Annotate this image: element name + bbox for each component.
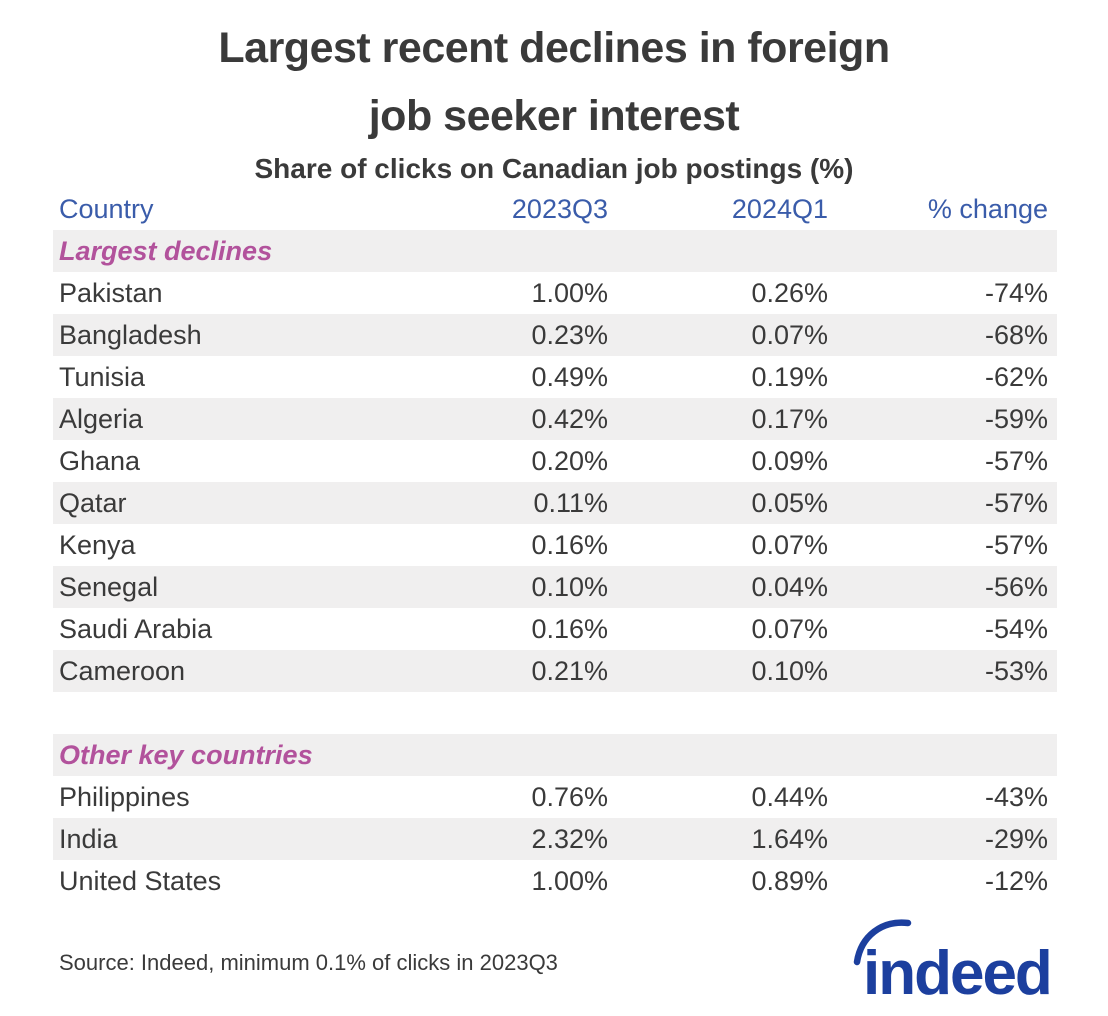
- cell-2024q1: 0.17%: [751, 403, 828, 434]
- cell-pct-change: -56%: [984, 571, 1048, 602]
- declines-table: Country 2023Q3 2024Q1 % change Largest d…: [53, 188, 1057, 902]
- section-row-other-key-countries: Other key countries: [53, 734, 1057, 776]
- cell-country: Algeria: [59, 403, 144, 434]
- cell-country: Tunisia: [59, 361, 146, 392]
- row-qatar: Qatar 0.11% 0.05% -57%: [53, 482, 1057, 524]
- cell-2023q3: 0.20%: [531, 445, 608, 476]
- cell-country: Kenya: [59, 529, 136, 560]
- logo-wordmark: indeed: [863, 939, 1051, 1008]
- table-header: Country 2023Q3 2024Q1 % change: [53, 188, 1057, 230]
- row-united-states: United States 1.00% 0.89% -12%: [53, 860, 1057, 902]
- cell-country: Ghana: [59, 445, 141, 476]
- cell-2024q1: 0.07%: [751, 319, 828, 350]
- cell-2024q1: 0.19%: [751, 361, 828, 392]
- row-saudi-arabia: Saudi Arabia 0.16% 0.07% -54%: [53, 608, 1057, 650]
- cell-pct-change: -57%: [984, 487, 1048, 518]
- row-kenya: Kenya 0.16% 0.07% -57%: [53, 524, 1057, 566]
- cell-country: Pakistan: [59, 277, 163, 308]
- title-line-2: job seeker interest: [368, 92, 740, 140]
- cell-country: India: [59, 823, 118, 854]
- cell-2023q3: 1.00%: [531, 865, 608, 896]
- cell-2024q1: 0.07%: [751, 613, 828, 644]
- column-header-2023q3: 2023Q3: [511, 193, 608, 224]
- cell-country: Philippines: [59, 781, 190, 812]
- cell-2023q3: 0.10%: [531, 571, 608, 602]
- section-row-largest-declines: Largest declines: [53, 230, 1057, 272]
- figure-title: Largest recent declines in foreign job s…: [0, 14, 1108, 150]
- row-senegal: Senegal 0.10% 0.04% -56%: [53, 566, 1057, 608]
- indeed-logo: indeed: [852, 910, 1053, 1008]
- column-header-country: Country: [59, 193, 154, 224]
- logo-arc: [853, 919, 912, 966]
- cell-2023q3: 0.16%: [531, 529, 608, 560]
- cell-2023q3: 0.23%: [531, 319, 608, 350]
- cell-country: United States: [59, 865, 222, 896]
- cell-2024q1: 0.09%: [751, 445, 828, 476]
- cell-pct-change: -59%: [984, 403, 1048, 434]
- column-header-pct-change: % change: [927, 193, 1048, 224]
- column-header-2024q1: 2024Q1: [731, 193, 828, 224]
- cell-pct-change: -62%: [984, 361, 1048, 392]
- cell-pct-change: -57%: [984, 445, 1048, 476]
- cell-2024q1: 0.07%: [751, 529, 828, 560]
- cell-2023q3: 0.49%: [531, 361, 608, 392]
- spacer-row: [53, 692, 1057, 734]
- row-tunisia: Tunisia 0.49% 0.19% -62%: [53, 356, 1057, 398]
- indeed-logo-svg: indeed: [853, 919, 1053, 1008]
- cell-2023q3: 0.11%: [533, 487, 608, 518]
- cell-2023q3: 0.76%: [531, 781, 608, 812]
- cell-2024q1: 0.89%: [751, 865, 828, 896]
- cell-pct-change: -53%: [984, 655, 1048, 686]
- cell-pct-change: -54%: [984, 613, 1048, 644]
- cell-2024q1: 0.44%: [751, 781, 828, 812]
- row-bangladesh: Bangladesh 0.23% 0.07% -68%: [53, 314, 1057, 356]
- table-body: Largest declines Pakistan 1.00% 0.26% -7…: [53, 230, 1057, 902]
- cell-pct-change: -74%: [984, 277, 1048, 308]
- figure-subtitle: Share of clicks on Canadian job postings…: [254, 153, 854, 184]
- row-india: India 2.32% 1.64% -29%: [53, 818, 1057, 860]
- cell-pct-change: -68%: [984, 319, 1048, 350]
- section-label: Largest declines: [59, 235, 273, 266]
- cell-2023q3: 0.42%: [531, 403, 608, 434]
- cell-pct-change: -29%: [984, 823, 1048, 854]
- row-pakistan: Pakistan 1.00% 0.26% -74%: [53, 272, 1057, 314]
- cell-pct-change: -12%: [984, 865, 1048, 896]
- cell-2023q3: 1.00%: [531, 277, 608, 308]
- cell-2024q1: 0.10%: [751, 655, 828, 686]
- header-row: Country 2023Q3 2024Q1 % change: [53, 188, 1057, 230]
- cell-country: Bangladesh: [59, 319, 202, 350]
- cell-2023q3: 2.32%: [531, 823, 608, 854]
- cell-2024q1: 0.05%: [751, 487, 828, 518]
- source-note: Source: Indeed, minimum 0.1% of clicks i…: [59, 950, 558, 975]
- section-label: Other key countries: [59, 739, 313, 770]
- cell-2024q1: 1.64%: [751, 823, 828, 854]
- cell-pct-change: -43%: [984, 781, 1048, 812]
- row-cameroon: Cameroon 0.21% 0.10% -53%: [53, 650, 1057, 692]
- row-ghana: Ghana 0.20% 0.09% -57%: [53, 440, 1057, 482]
- cell-2024q1: 0.04%: [751, 571, 828, 602]
- cell-country: Saudi Arabia: [59, 613, 213, 644]
- row-algeria: Algeria 0.42% 0.17% -59%: [53, 398, 1057, 440]
- spacer-cell: [53, 692, 1057, 734]
- cell-pct-change: -57%: [984, 529, 1048, 560]
- cell-2023q3: 0.21%: [531, 655, 608, 686]
- cell-2023q3: 0.16%: [531, 613, 608, 644]
- cell-2024q1: 0.26%: [751, 277, 828, 308]
- title-line-1: Largest recent declines in foreign: [218, 24, 890, 72]
- row-philippines: Philippines 0.76% 0.44% -43%: [53, 776, 1057, 818]
- cell-country: Senegal: [59, 571, 159, 602]
- cell-country: Cameroon: [59, 655, 186, 686]
- cell-country: Qatar: [59, 487, 127, 518]
